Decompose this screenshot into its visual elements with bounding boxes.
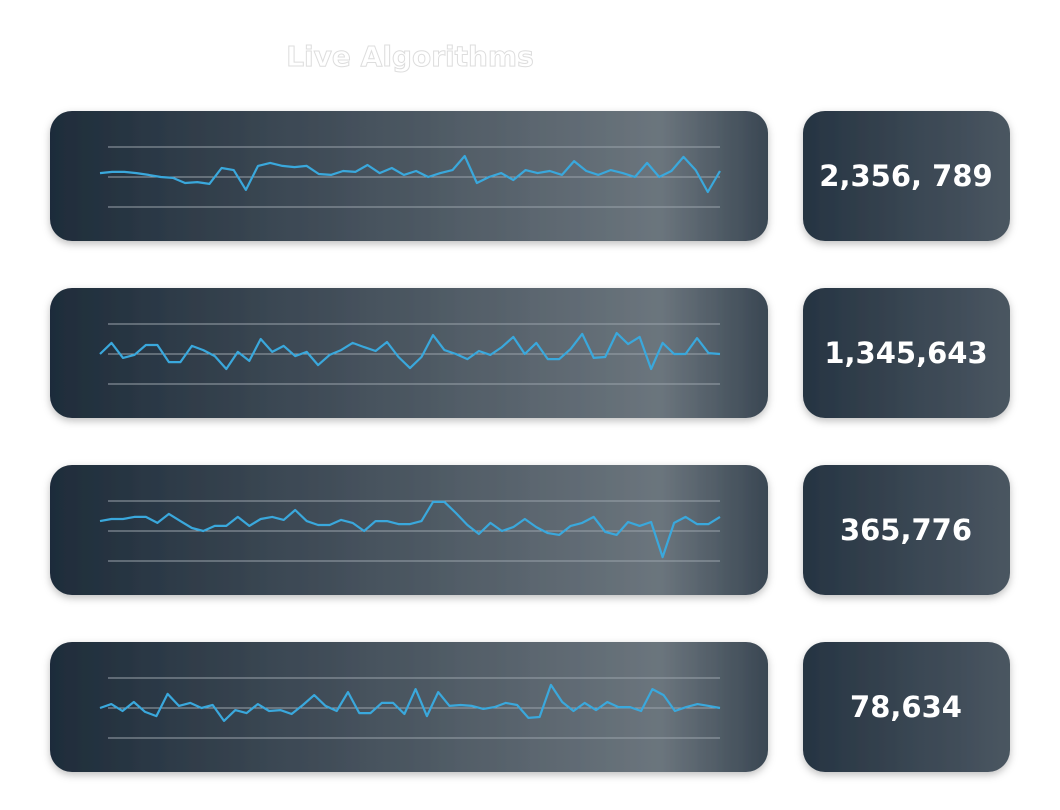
value-text: 1,345,643	[824, 336, 987, 370]
value-box	[803, 288, 1010, 418]
sparkline-panel	[50, 465, 768, 595]
value-box	[803, 111, 1010, 241]
value-text: 78,634	[850, 690, 962, 724]
sparkline-panel	[50, 642, 768, 772]
value-text: 2,356, 789	[819, 159, 992, 193]
sparkline-panel	[50, 288, 768, 418]
value-box	[803, 642, 1010, 772]
sparkline	[99, 683, 721, 722]
sparkline	[99, 500, 721, 559]
sparkline-panel	[50, 111, 768, 241]
value-box	[803, 465, 1010, 595]
sparkline	[99, 154, 721, 194]
title: Live Algorithms	[286, 40, 534, 73]
sparkline	[99, 331, 721, 371]
value-text: 365,776	[840, 513, 972, 547]
